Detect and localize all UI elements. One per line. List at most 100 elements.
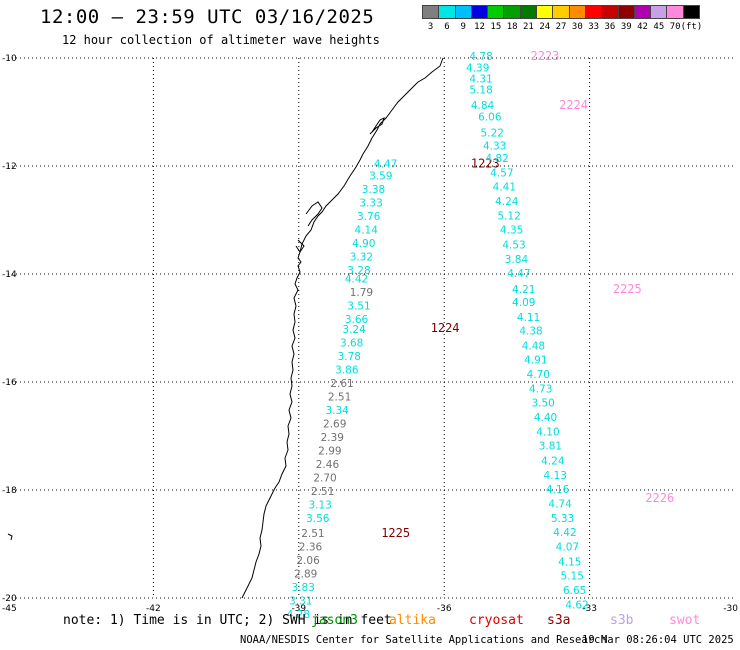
wave-height-value: 3.33 (359, 198, 382, 210)
wave-height-value: 3.66 (345, 314, 369, 326)
legend-unit: (ft) (680, 22, 703, 32)
legend-label: 30 (571, 22, 583, 32)
wave-height-value: 2.51 (301, 528, 324, 540)
legend-label: 36 (604, 22, 616, 32)
wave-height-value: 4.10 (536, 427, 559, 439)
wave-height-value: 4.35 (500, 225, 523, 237)
lon-tick-label: -45 (2, 604, 17, 614)
wave-height-value: 4.38 (519, 326, 542, 338)
wave-height-value: 2.39 (321, 432, 344, 444)
track-label: 1223 (471, 156, 500, 170)
wave-height-value: 3.76 (357, 211, 381, 223)
satellite-cryosat: cryosat (469, 613, 524, 628)
footer-note: note: 1) Time is in UTC; 2) SWH is in fe… (63, 613, 392, 628)
wave-height-value: 4.21 (512, 284, 535, 296)
track-label: 1225 (381, 526, 410, 540)
wave-height-value: 4.39 (466, 63, 489, 75)
wave-height-value: 3.86 (335, 365, 359, 377)
track-label: 1224 (431, 321, 460, 335)
legend-label: 39 (620, 22, 632, 32)
satellite-jason3: jason3 (311, 613, 358, 628)
wave-height-value: 1.79 (350, 287, 373, 299)
wave-height-value: 3.51 (347, 300, 370, 312)
satellite-s3a: s3a (547, 613, 571, 628)
wave-height-value: 3.13 (308, 500, 331, 512)
coastline-fragment (7, 533, 13, 541)
wave-height-value: 3.84 (505, 254, 529, 266)
legend-labels: 3 6 9 12 15 18 21 24 27 30 33 36 39 42 45 70 (ft) (422, 22, 740, 34)
wave-height-value: 4.15 (558, 556, 581, 568)
wave-height-value: 5.22 (481, 128, 504, 140)
legend-label: 12 (474, 22, 485, 32)
wave-height-value: 4.40 (534, 412, 557, 424)
coastline-bay (305, 201, 323, 227)
lon-tick-label: -33 (582, 604, 597, 614)
wave-height-value: 4.31 (469, 74, 492, 86)
legend-label: 33 (588, 22, 600, 32)
wave-height-value: 4.14 (355, 225, 379, 237)
wave-height-value: 4.47 (507, 268, 530, 280)
wave-height-value: 5.15 (561, 570, 584, 582)
lat-tick-label: -10 (2, 54, 17, 64)
coastline-island (295, 239, 305, 253)
wave-height-value: 3.31 (289, 596, 312, 608)
lat-tick-label: -18 (2, 486, 17, 496)
wave-height-value: 3.59 (369, 171, 392, 183)
wave-height-value: 2.51 (311, 486, 334, 498)
legend-swatches (422, 5, 701, 19)
wave-height-value: 3.81 (539, 441, 562, 453)
chart-subtitle: 12 hour collection of altimeter wave hei… (62, 33, 380, 47)
legend-label: 24 (539, 22, 551, 32)
legend-label: 18 (506, 22, 518, 32)
legend-swatch (682, 5, 701, 19)
legend-label: 70 (669, 22, 681, 32)
wave-height-value: 4.48 (522, 340, 545, 352)
legend-label: 15 (490, 22, 502, 32)
wave-height-value: 4.24 (541, 455, 565, 467)
wave-height-value: 6.06 (478, 111, 502, 123)
satellite-swot: swot (669, 613, 701, 628)
wave-height-value: 2.99 (318, 446, 341, 458)
wave-height-value: 4.11 (517, 312, 540, 324)
wave-height-value: 2.46 (316, 459, 340, 471)
track-label: 2225 (613, 282, 642, 296)
wave-height-value: 4.07 (556, 542, 579, 554)
wave-height-value: 5.12 (498, 211, 521, 223)
wave-height-value: 3.28 (347, 265, 370, 277)
wave-height-value: 4.91 (524, 354, 547, 366)
wave-height-value: 3.34 (325, 405, 349, 417)
wave-height-value: 4.42 (345, 273, 368, 285)
wave-height-value: 6.65 (563, 585, 586, 597)
wave-height-value: 3.68 (340, 338, 363, 350)
wave-height-value: 4.33 (483, 140, 506, 152)
wave-height-legend: 3 6 9 12 15 18 21 24 27 30 33 36 39 42 45 70 (ft) (422, 5, 702, 32)
generated-timestamp: 19 Mar 08:26:04 UTC 2025 (582, 634, 734, 646)
wave-height-value: 4.70 (527, 369, 550, 381)
wave-height-value: 2.06 (296, 555, 320, 567)
wave-height-value: 2.51 (328, 392, 351, 404)
wave-height-value: 4.41 (493, 182, 516, 194)
coastline-bay (369, 117, 385, 135)
wave-height-value: 2.89 (294, 569, 317, 581)
wave-height-value: 4.62 (565, 599, 588, 611)
lon-tick-label: -36 (437, 604, 452, 614)
wave-height-value: 3.50 (531, 398, 554, 410)
wave-height-value: 4.24 (495, 196, 519, 208)
track-label: 2224 (559, 98, 588, 112)
lat-tick-label: -20 (2, 594, 17, 604)
lon-tick-label: -39 (291, 604, 306, 614)
legend-label: 42 (637, 22, 648, 32)
lon-tick-label: -42 (146, 604, 161, 614)
wave-height-value: 4.16 (546, 484, 570, 496)
wave-height-value: 3.32 (350, 252, 373, 264)
wave-height-value: 4.78 (469, 51, 492, 63)
wave-height-value: 4.90 (352, 238, 375, 250)
wave-height-value: 4.57 (490, 167, 513, 179)
wave-height-value: 2.36 (299, 542, 323, 554)
wave-height-value: 4.09 (512, 297, 535, 309)
lat-tick-label: -12 (2, 162, 17, 172)
legend-label: 27 (555, 22, 567, 32)
wave-height-value: 2.69 (323, 419, 346, 431)
wave-height-value: 2.61 (330, 378, 353, 390)
